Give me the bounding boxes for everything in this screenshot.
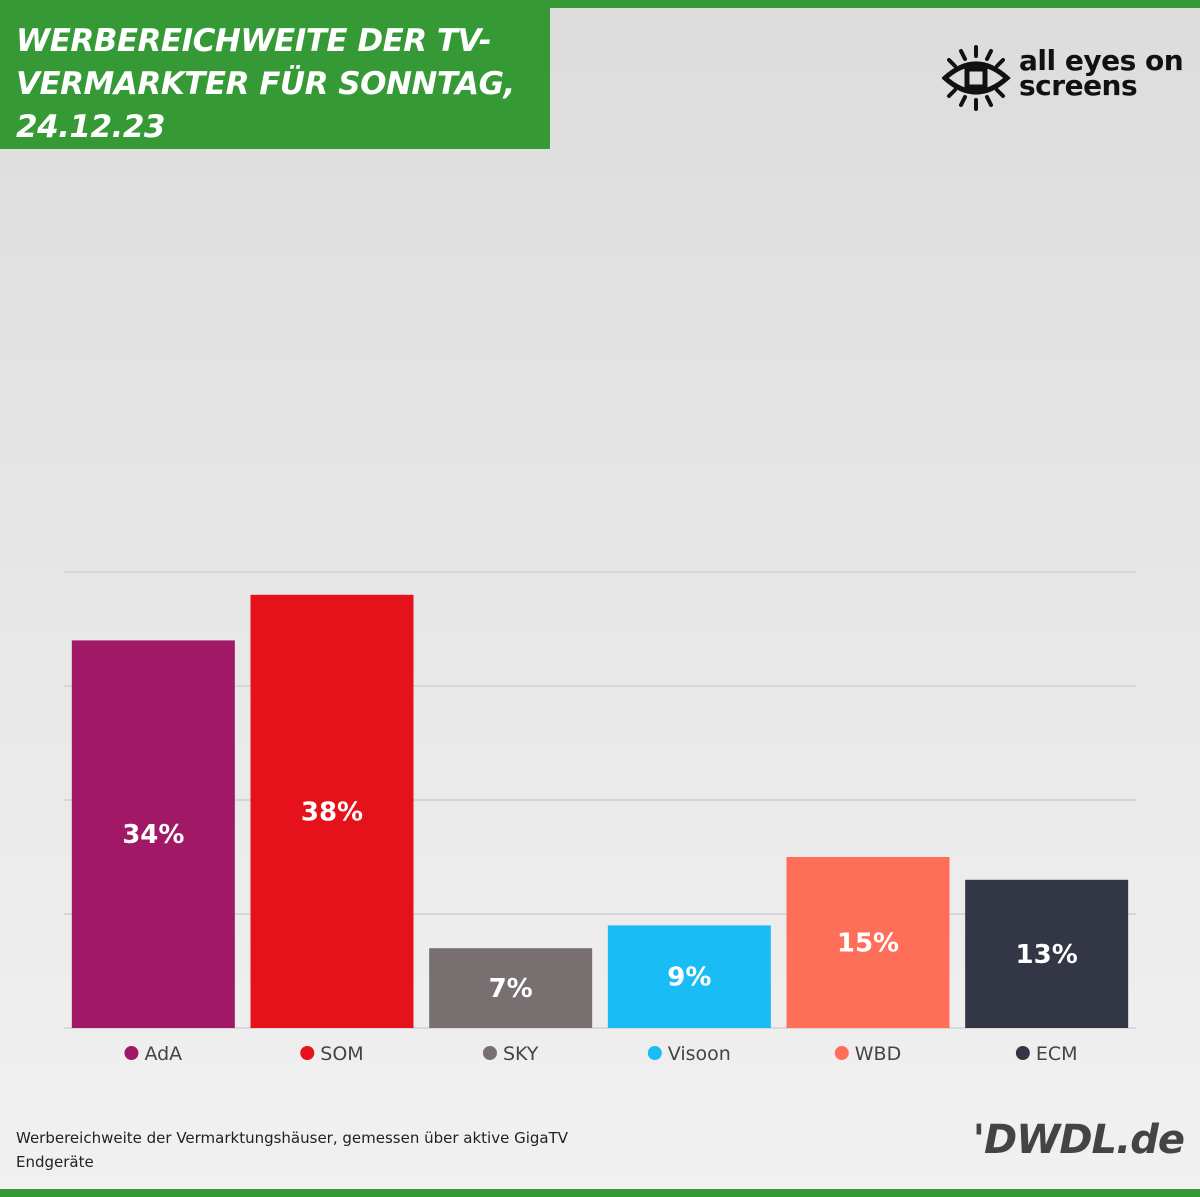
bars: 34% 38% 7% 9% 15% 13% — [71, 594, 1129, 1028]
gridlines — [64, 571, 1136, 1029]
legend-label: SKY — [503, 1043, 539, 1065]
legend-marker — [834, 1046, 849, 1060]
data-label-wbd: 15% — [837, 929, 899, 959]
logo-line-1: all eyes on — [1019, 44, 1184, 77]
bar-wbd — [786, 857, 950, 1028]
legend: AdA SOM SKY Visoon WBD ECM — [124, 1043, 1078, 1065]
bar-som — [250, 594, 414, 1028]
data-label-ada: 34% — [122, 820, 184, 850]
data-label-ecm: 13% — [1016, 940, 1078, 970]
legend-label: Visoon — [668, 1043, 731, 1065]
logo-line-2: screens — [1019, 69, 1138, 102]
bar-sky — [429, 948, 593, 1028]
legend-label: ECM — [1036, 1043, 1078, 1065]
all-eyes-on-screens-logo: all eyes on screens — [941, 44, 1192, 114]
data-label-visoon: 9% — [667, 963, 711, 993]
data-label-som: 38% — [301, 797, 363, 827]
legend-marker — [124, 1046, 139, 1060]
bottom-accent-bar — [0, 1189, 1200, 1197]
bar-chart: 34% 38% 7% 9% 15% 13% AdA SOM SKY Visoon WBD ECM — [64, 571, 1136, 1065]
legend-item-visoon: Visoon — [647, 1043, 731, 1065]
data-label-sky: 7% — [489, 974, 533, 1004]
legend-item-wbd: WBD — [834, 1043, 901, 1065]
legend-label: WBD — [855, 1043, 901, 1065]
legend-item-ada: AdA — [124, 1043, 182, 1065]
legend-marker — [482, 1046, 497, 1060]
bar-ecm — [965, 879, 1129, 1028]
bar-ada — [71, 640, 235, 1028]
bar-visoon — [607, 925, 771, 1028]
legend-item-som: SOM — [300, 1043, 364, 1065]
top-accent-bar — [0, 0, 1200, 8]
eye-icon — [941, 45, 1011, 111]
chart-title: WERBEREICHWEITE DER TV- VERMARKTER FÜR S… — [16, 23, 515, 145]
legend-marker — [647, 1046, 662, 1060]
chart-caption: Werbereichweite der Vermarktungshäuser, … — [16, 1129, 569, 1171]
title-banner: WERBEREICHWEITE DER TV- VERMARKTER FÜR S… — [0, 8, 550, 149]
dwdl-logo: 'DWDL.de — [972, 1117, 1185, 1163]
legend-item-sky: SKY — [482, 1043, 539, 1065]
legend-marker — [300, 1046, 315, 1060]
legend-marker — [1015, 1046, 1030, 1060]
legend-label: AdA — [144, 1043, 182, 1065]
legend-label: SOM — [320, 1043, 363, 1065]
legend-item-ecm: ECM — [1015, 1043, 1078, 1065]
logo-wordmark: all eyes on screens — [1019, 44, 1184, 102]
